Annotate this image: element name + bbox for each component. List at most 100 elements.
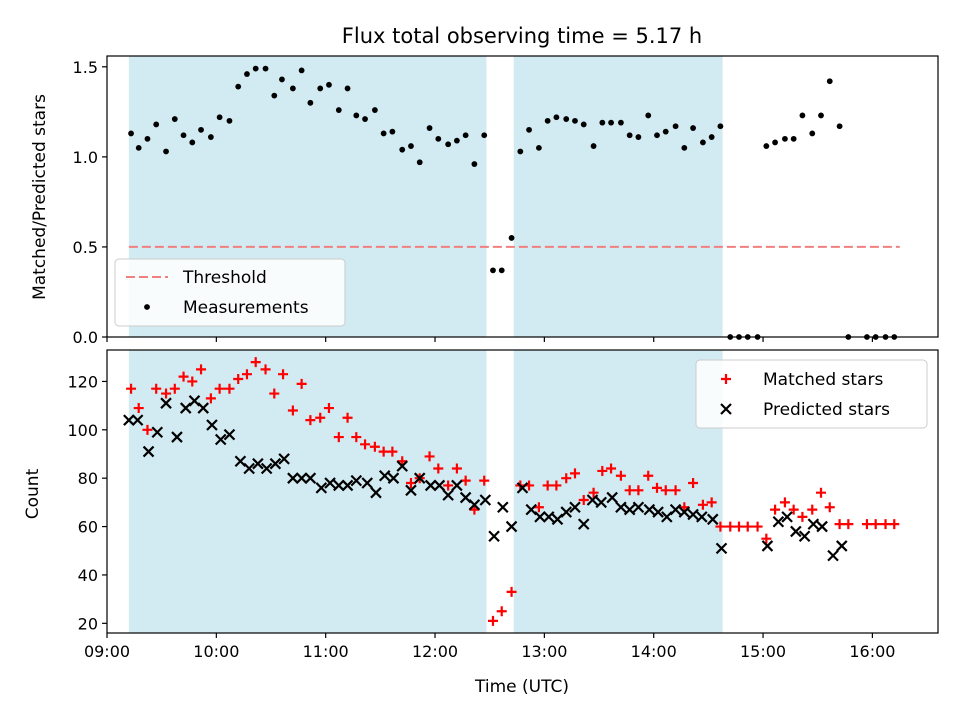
legend-top [114, 258, 346, 327]
matched-stars-point [142, 424, 153, 435]
measurement-point [672, 123, 679, 130]
measurement-point [590, 143, 597, 149]
measurement-point [180, 132, 187, 139]
predicted-stars-point [595, 496, 608, 509]
predicted-stars-point [260, 462, 273, 475]
measurement-point [626, 132, 633, 139]
matched-stars-point [651, 482, 662, 493]
matched-stars-point [315, 412, 326, 423]
matched-stars-point [688, 478, 699, 489]
legend-measurements-label: Measurements [183, 298, 309, 318]
measurement-point [362, 116, 368, 122]
predicted-stars-point [442, 489, 454, 501]
matched-stars-point [269, 388, 280, 399]
matched-stars-point [706, 497, 717, 508]
measurement-point [298, 67, 305, 74]
measurement-point [445, 141, 452, 148]
matched-stars-point [387, 446, 398, 457]
legend-matched-swatch [721, 374, 731, 384]
predicted-stars-point [790, 525, 802, 538]
measurement-point [717, 123, 724, 130]
predicted-stars-point [278, 453, 290, 465]
y-tick-label: 120 [67, 372, 98, 391]
measurement-point [599, 119, 606, 126]
matched-stars-point [561, 473, 572, 484]
measurement-point [252, 65, 259, 72]
measurement-point [690, 125, 696, 131]
matched-stars-point [824, 502, 835, 513]
matched-stars-point [224, 383, 235, 394]
predicted-stars-point [341, 479, 354, 492]
measurement-point [608, 119, 614, 126]
predicted-stars-point [687, 508, 699, 521]
matched-stars-point [360, 439, 371, 450]
x-tick-label: 12:00 [412, 642, 458, 661]
matched-stars-point [196, 364, 207, 375]
predicted-stars-point [243, 462, 255, 475]
measurement-point [144, 135, 151, 142]
matched-stars-point [889, 519, 900, 530]
legend-bottom [695, 359, 928, 429]
measurement-point [508, 235, 515, 241]
matched-stars-point [342, 412, 353, 423]
top-y-axis-label: Matched/Predicted stars [30, 94, 50, 300]
matched-stars-point [443, 480, 454, 491]
matched-stars-point [214, 383, 225, 394]
measurement-point [335, 107, 342, 113]
measurement-point [498, 267, 505, 274]
top-panel: 0.0 0.5 1.0 1.5 Threshold Measurements [73, 55, 939, 347]
measurement-point [481, 132, 488, 139]
measurement-point [580, 121, 587, 128]
bottom-panel: 20 40 60 80 100 120 09:00 10:00 11:00 12:00 13:00 1… [67, 349, 939, 661]
measurement-point [809, 130, 816, 137]
matched-stars-point [643, 470, 654, 481]
x-tick-label: 15:00 [740, 642, 786, 661]
matched-stars-point [233, 374, 244, 385]
measurement-point [153, 121, 160, 128]
matched-stars-point [533, 502, 544, 513]
measurement-point [563, 116, 570, 122]
y-tick-label: 0.5 [73, 238, 98, 257]
measurement-point [207, 134, 214, 140]
measurement-point [353, 112, 360, 119]
measurement-point [171, 116, 178, 122]
measurement-point [408, 143, 414, 149]
legend-threshold-label: Threshold [182, 268, 267, 288]
matched-stars-point [551, 480, 562, 491]
measurement-point [344, 85, 351, 92]
predicted-stars-point [151, 426, 164, 439]
matched-stars-point [433, 463, 444, 474]
x-tick-label: 11:00 [303, 642, 349, 661]
predicted-stars-point [315, 482, 328, 494]
x-tick-label: 16:00 [849, 642, 895, 661]
matched-stars-point [788, 504, 799, 515]
measurement-point [553, 114, 560, 121]
measurement-point [326, 81, 332, 88]
measurement-point [782, 135, 788, 142]
matched-stars-point [333, 432, 344, 443]
predicted-stars-point [223, 428, 236, 441]
measurement-point [572, 117, 578, 124]
measurement-point [763, 143, 770, 149]
matched-stars-point [670, 485, 681, 496]
measurement-point [289, 85, 296, 92]
measurement-point [645, 112, 652, 119]
measurement-point [471, 161, 478, 167]
predicted-stars-point [131, 414, 144, 426]
matched-stars-point [506, 586, 517, 597]
measurement-point [654, 132, 660, 139]
predicted-stars-point [534, 511, 546, 523]
predicted-stars-point [252, 457, 264, 470]
matched-stars-point [323, 403, 334, 414]
y-tick-label: 1.0 [73, 148, 98, 167]
matched-stars-point [250, 357, 261, 368]
matched-stars-point [260, 364, 271, 375]
predicted-stars-point [715, 542, 728, 555]
predicted-stars-point [632, 501, 645, 513]
predicted-stars-point [468, 499, 481, 511]
matched-stars-point [843, 519, 854, 530]
predicted-stars-point [396, 460, 409, 472]
measurement-point [262, 65, 269, 72]
predicted-stars-point [781, 511, 793, 523]
matched-stars-point [861, 519, 872, 530]
